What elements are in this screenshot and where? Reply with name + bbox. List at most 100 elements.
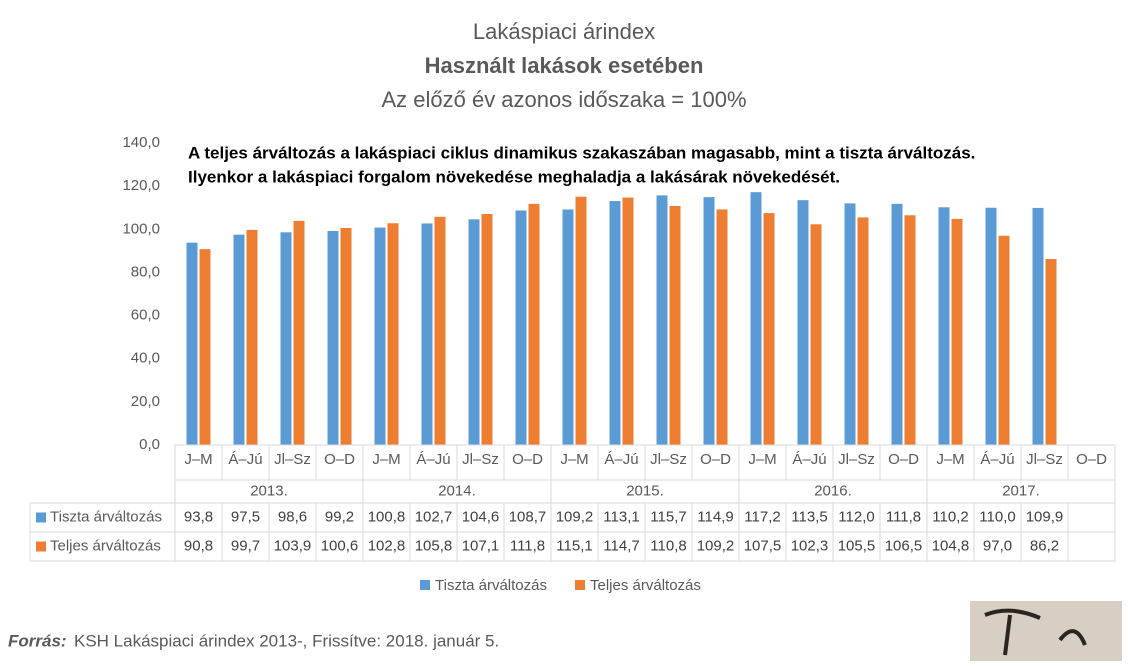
- bar: [609, 201, 621, 445]
- bar: [481, 213, 493, 445]
- bar: [810, 224, 822, 445]
- group-label: 2015.: [626, 482, 664, 499]
- bar: [327, 231, 339, 445]
- bar: [1045, 259, 1057, 445]
- bar: [938, 207, 950, 445]
- group-label: 2013.: [250, 482, 288, 499]
- x-tick-label: Jl–Sz: [1026, 451, 1063, 468]
- bar: [656, 195, 668, 445]
- x-tick-label: J–M: [184, 451, 212, 468]
- table-value: 111,8: [886, 508, 921, 525]
- x-tick-label: Á–Jú: [792, 451, 826, 468]
- table-value: 109,2: [556, 508, 594, 525]
- x-tick-label: O–D: [512, 451, 543, 468]
- legend-swatch: [420, 580, 430, 590]
- x-tick-label: J–M: [560, 451, 588, 468]
- bar: [340, 227, 352, 445]
- bar: [515, 210, 527, 445]
- table-value: 104,8: [932, 537, 970, 554]
- table-value: 105,8: [415, 537, 453, 554]
- bar: [750, 192, 762, 445]
- bar: [280, 232, 292, 445]
- x-tick-label: Á–Jú: [604, 451, 638, 468]
- x-tick-label: Jl–Sz: [650, 451, 687, 468]
- table-value: 93,8: [184, 508, 213, 525]
- table-value: 86,2: [1030, 537, 1059, 554]
- table-value: 102,7: [415, 508, 453, 525]
- table-value: 102,8: [368, 537, 406, 554]
- y-tick-label: 100,0: [122, 220, 160, 237]
- bar: [669, 205, 681, 445]
- table-value: 108,7: [509, 508, 547, 525]
- bar: [998, 235, 1010, 445]
- y-tick-label: 0,0: [139, 436, 160, 453]
- table-value: 99,2: [325, 508, 354, 525]
- table-value: 110,8: [650, 537, 686, 554]
- x-tick-label: Jl–Sz: [462, 451, 499, 468]
- legend-swatch: [575, 580, 585, 590]
- row-label: Tiszta árváltozás: [50, 508, 162, 525]
- table-value: 115,7: [650, 508, 686, 525]
- bar: [434, 216, 446, 445]
- x-tick-label: O–D: [888, 451, 919, 468]
- bar: [528, 203, 540, 445]
- bar: [703, 197, 715, 445]
- bar: [233, 234, 245, 445]
- table-value: 110,2: [932, 508, 968, 525]
- table-value: 114,9: [697, 508, 733, 525]
- bar: [186, 242, 198, 445]
- bar: [891, 203, 903, 445]
- chart-subtitle: Használt lakások esetében: [425, 53, 704, 78]
- bar: [797, 200, 809, 445]
- group-label: 2014.: [438, 482, 476, 499]
- bar: [199, 249, 211, 445]
- table-value: 113,5: [791, 508, 827, 525]
- x-tick-label: O–D: [1076, 451, 1107, 468]
- table-value: 105,5: [838, 537, 876, 554]
- table-value: 98,6: [278, 508, 307, 525]
- bar: [562, 209, 574, 445]
- table-value: 113,1: [603, 508, 639, 525]
- table-value: 109,2: [697, 537, 735, 554]
- table-value: 109,9: [1026, 508, 1064, 525]
- group-label: 2016.: [814, 482, 852, 499]
- table-value: 103,9: [274, 537, 312, 554]
- row-label: Teljes árváltozás: [50, 537, 161, 554]
- table-value: 104,6: [462, 508, 500, 525]
- y-tick-label: 60,0: [131, 307, 160, 324]
- table-value: 100,6: [321, 537, 359, 554]
- annotation: Ilyenkor a lakáspiaci forgalom növekedés…: [188, 167, 840, 186]
- bar: [575, 196, 587, 445]
- table-value: 102,3: [791, 537, 829, 554]
- group-label: 2017.: [1002, 482, 1040, 499]
- table-value: 111,8: [510, 537, 545, 554]
- table-value: 114,7: [603, 537, 639, 554]
- table-value: 107,5: [744, 537, 782, 554]
- table-value: 100,8: [368, 508, 406, 525]
- x-tick-label: J–M: [748, 451, 776, 468]
- y-tick-label: 120,0: [122, 177, 160, 194]
- table-value: 112,0: [838, 508, 874, 525]
- y-tick-label: 40,0: [131, 350, 160, 367]
- bar: [844, 203, 856, 445]
- source-label: Forrás:: [8, 631, 67, 650]
- chart-subtitle: Az előző év azonos időszaka = 100%: [381, 87, 746, 112]
- bar: [1032, 207, 1044, 445]
- chart-title: Lakáspiaci árindex: [473, 19, 655, 44]
- bar: [763, 213, 775, 445]
- x-tick-label: J–M: [936, 451, 964, 468]
- x-tick-label: O–D: [324, 451, 355, 468]
- x-tick-label: O–D: [700, 451, 731, 468]
- x-tick-label: Jl–Sz: [274, 451, 311, 468]
- y-tick-label: 140,0: [122, 134, 160, 151]
- bar: [374, 227, 386, 445]
- table-value: 99,7: [231, 537, 260, 554]
- bar: [904, 215, 916, 445]
- table-value: 115,1: [556, 537, 592, 554]
- x-tick-label: Jl–Sz: [838, 451, 875, 468]
- bar: [293, 220, 305, 445]
- annotation: A teljes árváltozás a lakáspiaci ciklus …: [188, 143, 975, 162]
- x-tick-label: Á–Jú: [416, 451, 450, 468]
- bar: [985, 207, 997, 445]
